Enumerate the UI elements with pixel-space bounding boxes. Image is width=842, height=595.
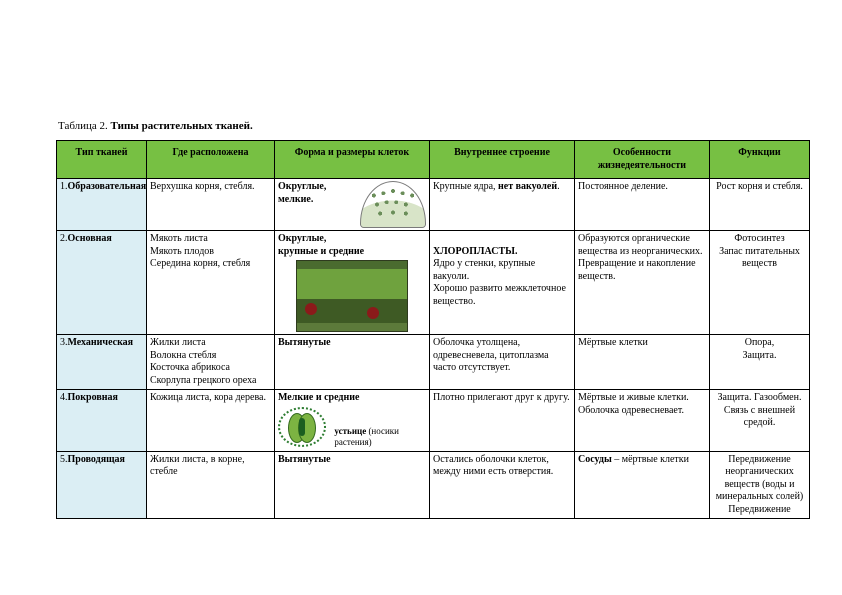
- th-structure: Внутреннее строение: [430, 141, 575, 179]
- meristem-icon: [360, 181, 426, 228]
- table-header-row: Тип тканей Где расположена Форма и разме…: [57, 141, 810, 179]
- cell-shape: Мелкие и средние устьице (носики растени…: [275, 390, 430, 452]
- cell-func: Опора, Защита.: [710, 335, 810, 390]
- table-row: 4.Покровная Кожица листа, кора дерева. М…: [57, 390, 810, 452]
- table-row: 1.Образовательная Верхушка корня, стебля…: [57, 179, 810, 231]
- cell-func: Передвижение неорганических веществ (вод…: [710, 451, 810, 519]
- stoma-icon: [278, 407, 326, 447]
- cell-type: 2.Основная: [57, 231, 147, 335]
- cell-location: Верхушка корня, стебля.: [147, 179, 275, 231]
- cell-life: Образуются органические вещества из неор…: [575, 231, 710, 335]
- table-row: 2.Основная Мякоть листа Мякоть плодов Се…: [57, 231, 810, 335]
- cell-structure: Оболочка утолщена, одревесневела, цитопл…: [430, 335, 575, 390]
- cell-structure: ХЛОРОПЛАСТЫ. Ядро у стенки, крупные ваку…: [430, 231, 575, 335]
- cell-shape: Округлые, мелкие.: [275, 179, 430, 231]
- table-caption: Таблица 2. Типы растительных тканей.: [58, 120, 786, 132]
- cell-shape: Округлые, крупные и средние: [275, 231, 430, 335]
- cell-type: 5.Проводящая: [57, 451, 147, 519]
- cell-structure: Плотно прилегают друг к другу.: [430, 390, 575, 452]
- mesophyll-icon: [296, 260, 408, 332]
- caption-bold: Типы растительных тканей.: [111, 120, 253, 132]
- stoma-caption: устьице (носики растения): [334, 426, 426, 449]
- cell-location: Жилки листа, в корне, стебле: [147, 451, 275, 519]
- cell-type: 4.Покровная: [57, 390, 147, 452]
- cell-location: Кожица листа, кора дерева.: [147, 390, 275, 452]
- caption-prefix: Таблица 2.: [58, 120, 111, 132]
- th-life: Особенности жизнедеятельности: [575, 141, 710, 179]
- cell-type: 1.Образовательная: [57, 179, 147, 231]
- cell-func: Рост корня и стебля.: [710, 179, 810, 231]
- tissue-table: Тип тканей Где расположена Форма и разме…: [56, 140, 810, 519]
- cell-life: Постоянное деление.: [575, 179, 710, 231]
- cell-func: Защита. Газообмен. Связь с внешней средо…: [710, 390, 810, 452]
- cell-func: Фотосинтез Запас питательных веществ: [710, 231, 810, 335]
- cell-location: Жилки листа Волокна стебля Косточка абри…: [147, 335, 275, 390]
- table-row: 5.Проводящая Жилки листа, в корне, стебл…: [57, 451, 810, 519]
- cell-life: Сосуды – мёртвые клетки: [575, 451, 710, 519]
- cell-life: Мёртвые клетки: [575, 335, 710, 390]
- cell-life: Мёртвые и живые клетки. Оболочка одревес…: [575, 390, 710, 452]
- cell-shape: Вытянутые: [275, 451, 430, 519]
- cell-structure: Остались оболочки клеток, между ними ест…: [430, 451, 575, 519]
- th-shape: Форма и размеры клеток: [275, 141, 430, 179]
- cell-structure: Крупные ядра, нет вакуолей.: [430, 179, 575, 231]
- cell-shape: Вытянутые: [275, 335, 430, 390]
- th-func: Функции: [710, 141, 810, 179]
- th-location: Где расположена: [147, 141, 275, 179]
- cell-type: 3.Механическая: [57, 335, 147, 390]
- th-type: Тип тканей: [57, 141, 147, 179]
- cell-location: Мякоть листа Мякоть плодов Середина корн…: [147, 231, 275, 335]
- table-row: 3.Механическая Жилки листа Волокна стебл…: [57, 335, 810, 390]
